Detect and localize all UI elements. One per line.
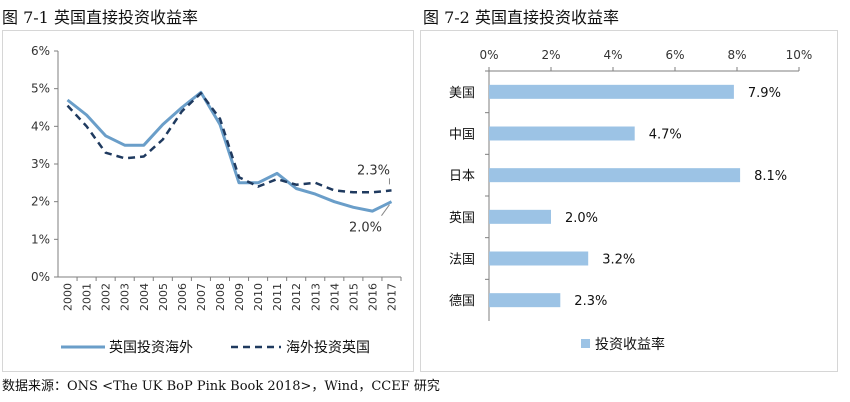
annotation-label: 2.3% xyxy=(357,163,390,178)
x-tick-label: 8% xyxy=(727,48,746,62)
source-note: 数据来源：ONS <The UK BoP Pink Book 2018>，Win… xyxy=(2,379,440,394)
legend-label-2: 海外投资英国 xyxy=(286,339,370,356)
bar-value-label: 4.7% xyxy=(649,128,682,143)
category-label: 法国 xyxy=(449,253,475,268)
x-tick-label: 2010 xyxy=(252,283,265,311)
y-tick-label: 3% xyxy=(31,157,50,171)
bar xyxy=(489,126,635,141)
annotation-leader xyxy=(381,204,390,216)
bar-value-label: 3.2% xyxy=(602,253,635,268)
x-tick-label: 2005 xyxy=(157,283,170,311)
chart1-title: 图 7-1 英国直接投资收益率 xyxy=(2,8,198,27)
x-tick-label: 2017 xyxy=(385,283,398,311)
x-tick-label: 2004 xyxy=(138,283,151,311)
x-tick-label: 2% xyxy=(541,48,560,62)
x-tick-label: 2011 xyxy=(271,283,284,311)
y-tick-label: 0% xyxy=(31,270,50,284)
bar-value-label: 7.9% xyxy=(748,86,781,101)
bar xyxy=(489,251,589,266)
x-tick-label: 0% xyxy=(479,48,498,62)
category-label: 中国 xyxy=(449,128,475,143)
x-tick-label: 6% xyxy=(665,48,684,62)
y-tick-label: 5% xyxy=(31,82,50,96)
series-line-2 xyxy=(66,91,392,194)
y-tick-label: 4% xyxy=(31,119,50,133)
chart2-title: 图 7-2 英国直接投资收益率 xyxy=(423,8,619,27)
y-tick-label: 1% xyxy=(31,232,50,246)
x-tick-label: 2003 xyxy=(119,283,132,311)
category-label: 德国 xyxy=(449,294,475,309)
series-line-1 xyxy=(66,90,393,213)
x-tick-label: 2015 xyxy=(347,283,360,311)
line-chart: 0% 1% 2% 3% 4% 5% 6% 2000 2001 2002 2003 2004 2005 20… xyxy=(31,44,402,356)
x-tick-label: 2000 xyxy=(62,283,75,311)
bar xyxy=(489,209,551,224)
legend-swatch xyxy=(581,339,590,348)
bar xyxy=(489,293,561,308)
x-tick-label: 2013 xyxy=(309,283,322,311)
bar-value-label: 2.3% xyxy=(574,294,607,309)
x-tick-label: 2014 xyxy=(328,283,341,311)
annotation-label: 2.0% xyxy=(349,221,382,236)
x-tick-label: 2012 xyxy=(290,283,303,311)
x-tick-label: 2008 xyxy=(214,283,227,311)
x-tick-label: 2001 xyxy=(81,283,94,311)
x-tick-label: 2006 xyxy=(176,283,189,311)
bar-value-label: 8.1% xyxy=(754,169,787,184)
legend-label: 投资收益率 xyxy=(595,336,665,353)
bar-chart-panel: 0% 2% 4% 6% 8% 10% 美国 7.9% 中国 4.7% 日本 8.1% 英国 2.0% 法国 3… xyxy=(420,30,838,372)
bar-chart: 0% 2% 4% 6% 8% 10% 美国 7.9% 中国 4.7% 日本 8.1% 英国 2.0% 法国 3… xyxy=(449,48,813,353)
bar xyxy=(489,84,734,99)
bar-value-label: 2.0% xyxy=(565,211,598,226)
y-tick-label: 2% xyxy=(31,195,50,209)
line-chart-panel: 0% 1% 2% 3% 4% 5% 6% 2000 2001 2002 2003 2004 2005 20… xyxy=(2,30,414,372)
x-tick-label: 2002 xyxy=(100,283,113,311)
category-label: 日本 xyxy=(449,169,475,184)
x-tick-label: 2016 xyxy=(366,283,379,311)
x-tick-label: 2007 xyxy=(195,283,208,311)
y-tick-label: 6% xyxy=(31,44,50,58)
bar xyxy=(489,168,741,183)
x-tick-label: 2009 xyxy=(233,283,246,311)
x-tick-label: 4% xyxy=(603,48,622,62)
category-label: 英国 xyxy=(449,211,475,226)
legend-label-1: 英国投资海外 xyxy=(109,339,193,356)
category-label: 美国 xyxy=(449,86,475,101)
x-tick-label: 10% xyxy=(786,48,813,62)
